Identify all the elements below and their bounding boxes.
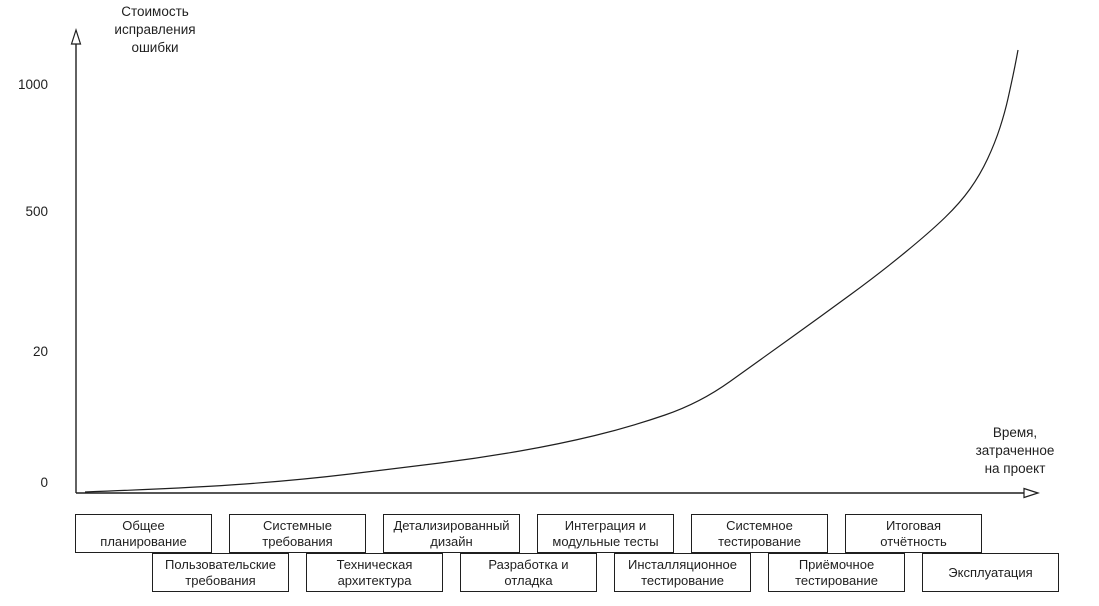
- y-tick-label: 1000: [17, 77, 48, 92]
- x-axis-arrow-icon: [1023, 487, 1040, 499]
- phase-box: Приёмочное тестирование: [768, 553, 905, 592]
- phase-box: Итоговая отчётность: [845, 514, 982, 553]
- phase-box: Детализированный дизайн: [383, 514, 520, 553]
- phase-box-label: Системное тестирование: [718, 517, 801, 549]
- phase-box: Техническая архитектура: [306, 553, 443, 592]
- y-tick-label: 500: [25, 204, 48, 219]
- phase-box-label: Техническая архитектура: [336, 556, 413, 588]
- x-axis-title: Время, затраченное на проект: [975, 425, 1055, 476]
- y-axis-arrow-icon: [70, 28, 82, 45]
- phase-box: Общее планирование: [75, 514, 212, 553]
- phase-box-label: Пользовательские требования: [164, 556, 277, 588]
- y-tick-label: 20: [32, 344, 48, 359]
- phase-box: Эксплуатация: [922, 553, 1059, 592]
- phase-box: Системное тестирование: [691, 514, 828, 553]
- phase-box-label: Инсталляционное тестирование: [627, 556, 738, 588]
- phase-box-label: Интеграция и модульные тесты: [552, 517, 659, 549]
- phase-box: Пользовательские требования: [152, 553, 289, 592]
- phase-box: Инсталляционное тестирование: [614, 553, 751, 592]
- phase-box-label: Общее планирование: [100, 517, 187, 549]
- phase-box: Интеграция и модульные тесты: [537, 514, 674, 553]
- phase-box: Системные требования: [229, 514, 366, 553]
- cost-curve: [84, 49, 1019, 493]
- phase-box-label: Разработка и отладка: [488, 556, 569, 588]
- phase-box-label: Приёмочное тестирование: [795, 556, 878, 588]
- phase-box-label: Детализированный дизайн: [393, 517, 510, 549]
- y-axis-title: Стоимость исправления ошибки: [114, 4, 196, 55]
- phase-box-label: Системные требования: [262, 517, 333, 549]
- phase-box-label: Эксплуатация: [948, 564, 1033, 580]
- phase-box: Разработка и отладка: [460, 553, 597, 592]
- phase-box-label: Итоговая отчётность: [880, 517, 947, 549]
- y-tick-label: 0: [40, 475, 48, 490]
